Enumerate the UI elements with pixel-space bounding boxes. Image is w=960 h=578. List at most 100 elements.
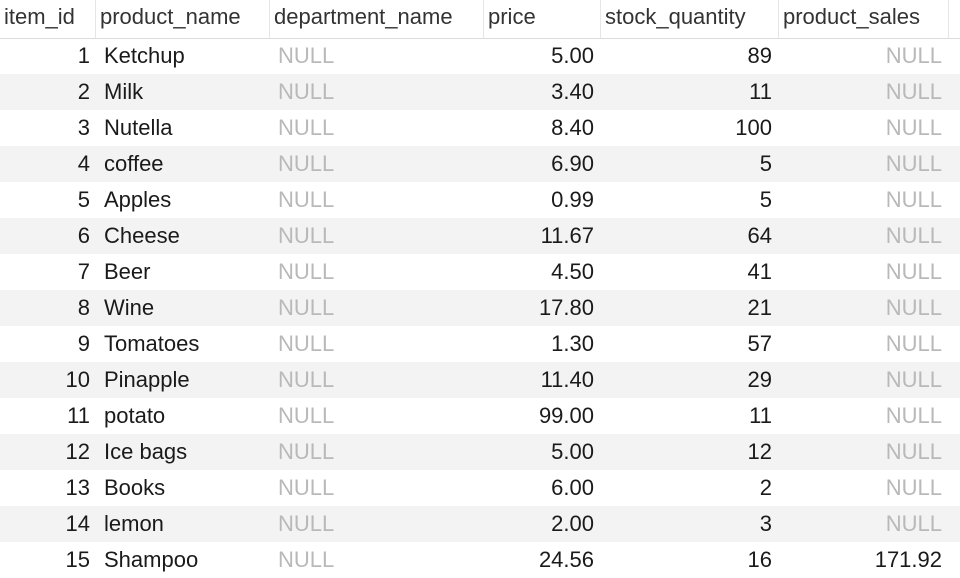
- cell-product-sales[interactable]: NULL: [885, 439, 942, 464]
- table-row[interactable]: 7 Beer NULL 4.50 41 NULL: [0, 254, 960, 290]
- cell-product-sales[interactable]: NULL: [885, 151, 942, 176]
- table-row[interactable]: 2 Milk NULL 3.40 11 NULL: [0, 74, 960, 110]
- cell-price[interactable]: 5.00: [551, 43, 594, 68]
- cell-item-id[interactable]: 4: [77, 151, 90, 176]
- cell-price[interactable]: 5.00: [551, 439, 594, 464]
- cell-item-id[interactable]: 6: [77, 223, 90, 248]
- cell-product-name[interactable]: Nutella: [104, 115, 173, 140]
- cell-department-name[interactable]: NULL: [278, 43, 335, 68]
- cell-price[interactable]: 24.56: [538, 547, 594, 572]
- cell-product-name[interactable]: Ice bags: [104, 439, 188, 464]
- cell-stock-quantity[interactable]: 12: [747, 439, 772, 464]
- cell-item-id[interactable]: 1: [77, 43, 90, 68]
- cell-price[interactable]: 3.40: [551, 79, 594, 104]
- table-row[interactable]: 14 lemon NULL 2.00 3 NULL: [0, 506, 960, 542]
- cell-product-sales[interactable]: NULL: [885, 511, 942, 536]
- cell-product-name[interactable]: Shampoo: [104, 547, 199, 572]
- cell-department-name[interactable]: NULL: [278, 259, 335, 284]
- cell-stock-quantity[interactable]: 29: [747, 367, 772, 392]
- cell-price[interactable]: 4.50: [551, 259, 594, 284]
- cell-product-sales[interactable]: NULL: [885, 295, 942, 320]
- table-row[interactable]: 6 Cheese NULL 11.67 64 NULL: [0, 218, 960, 254]
- cell-department-name[interactable]: NULL: [278, 115, 335, 140]
- cell-stock-quantity[interactable]: 16: [747, 547, 772, 572]
- cell-department-name[interactable]: NULL: [278, 403, 335, 428]
- table-row[interactable]: 5 Apples NULL 0.99 5 NULL: [0, 182, 960, 218]
- table-row[interactable]: 4 coffee NULL 6.90 5 NULL: [0, 146, 960, 182]
- cell-department-name[interactable]: NULL: [278, 295, 335, 320]
- cell-price[interactable]: 6.00: [551, 475, 594, 500]
- cell-department-name[interactable]: NULL: [278, 79, 335, 104]
- cell-product-sales[interactable]: NULL: [885, 403, 942, 428]
- table-row[interactable]: 13 Books NULL 6.00 2 NULL: [0, 470, 960, 506]
- cell-department-name[interactable]: NULL: [278, 223, 335, 248]
- cell-product-sales[interactable]: NULL: [885, 475, 942, 500]
- cell-price[interactable]: 17.80: [538, 295, 594, 320]
- cell-stock-quantity[interactable]: 5: [759, 187, 772, 212]
- table-row[interactable]: 10 Pinapple NULL 11.40 29 NULL: [0, 362, 960, 398]
- cell-stock-quantity[interactable]: 11: [749, 79, 772, 104]
- cell-product-sales[interactable]: 171.92: [874, 547, 942, 572]
- cell-stock-quantity[interactable]: 11: [749, 403, 772, 428]
- cell-product-sales[interactable]: NULL: [885, 259, 942, 284]
- cell-price[interactable]: 99.00: [538, 403, 594, 428]
- column-header-price[interactable]: price: [484, 0, 601, 38]
- cell-price[interactable]: 6.90: [551, 151, 594, 176]
- cell-department-name[interactable]: NULL: [278, 511, 335, 536]
- table-row[interactable]: 1 Ketchup NULL 5.00 89 NULL: [0, 38, 960, 74]
- cell-product-sales[interactable]: NULL: [885, 79, 942, 104]
- column-header-item-id[interactable]: item_id: [0, 0, 96, 38]
- cell-product-name[interactable]: coffee: [104, 151, 164, 176]
- cell-department-name[interactable]: NULL: [278, 475, 335, 500]
- cell-product-name[interactable]: Milk: [104, 79, 144, 104]
- column-header-product-name[interactable]: product_name: [96, 0, 270, 38]
- cell-product-name[interactable]: Wine: [104, 295, 155, 320]
- cell-item-id[interactable]: 2: [77, 79, 90, 104]
- cell-stock-quantity[interactable]: 64: [747, 223, 772, 248]
- table-row[interactable]: 3 Nutella NULL 8.40 100 NULL: [0, 110, 960, 146]
- column-header-product-sales[interactable]: product_sales: [779, 0, 949, 38]
- cell-price[interactable]: 1.30: [551, 331, 594, 356]
- cell-product-name[interactable]: potato: [104, 403, 166, 428]
- cell-item-id[interactable]: 8: [77, 295, 90, 320]
- cell-department-name[interactable]: NULL: [278, 367, 335, 392]
- cell-department-name[interactable]: NULL: [278, 439, 335, 464]
- cell-item-id[interactable]: 14: [65, 511, 90, 536]
- cell-item-id[interactable]: 5: [77, 187, 90, 212]
- cell-stock-quantity[interactable]: 21: [747, 295, 772, 320]
- table-row[interactable]: 11 potato NULL 99.00 11 NULL: [0, 398, 960, 434]
- cell-price[interactable]: 11.40: [540, 367, 594, 392]
- cell-product-name[interactable]: Cheese: [104, 223, 180, 248]
- table-row[interactable]: 15 Shampoo NULL 24.56 16 171.92: [0, 542, 960, 578]
- cell-item-id[interactable]: 15: [65, 547, 90, 572]
- cell-product-name[interactable]: lemon: [104, 511, 164, 536]
- cell-stock-quantity[interactable]: 2: [759, 475, 772, 500]
- cell-product-sales[interactable]: NULL: [885, 223, 942, 248]
- cell-product-name[interactable]: Tomatoes: [104, 331, 200, 356]
- cell-price[interactable]: 2.00: [551, 511, 594, 536]
- cell-item-id[interactable]: 11: [67, 403, 90, 428]
- cell-product-sales[interactable]: NULL: [885, 115, 942, 140]
- cell-item-id[interactable]: 10: [65, 367, 90, 392]
- cell-stock-quantity[interactable]: 89: [747, 43, 772, 68]
- cell-item-id[interactable]: 9: [77, 331, 90, 356]
- cell-product-sales[interactable]: NULL: [885, 187, 942, 212]
- cell-product-name[interactable]: Pinapple: [104, 367, 190, 392]
- cell-stock-quantity[interactable]: 5: [759, 151, 772, 176]
- cell-price[interactable]: 11.67: [540, 223, 594, 248]
- cell-product-sales[interactable]: NULL: [885, 43, 942, 68]
- cell-price[interactable]: 8.40: [551, 115, 594, 140]
- cell-stock-quantity[interactable]: 41: [747, 259, 772, 284]
- cell-item-id[interactable]: 12: [65, 439, 90, 464]
- cell-department-name[interactable]: NULL: [278, 331, 335, 356]
- cell-stock-quantity[interactable]: 100: [735, 115, 772, 140]
- cell-item-id[interactable]: 13: [65, 475, 90, 500]
- cell-department-name[interactable]: NULL: [278, 547, 335, 572]
- cell-product-name[interactable]: Beer: [104, 259, 151, 284]
- cell-department-name[interactable]: NULL: [278, 187, 335, 212]
- cell-stock-quantity[interactable]: 57: [747, 331, 772, 356]
- table-row[interactable]: 8 Wine NULL 17.80 21 NULL: [0, 290, 960, 326]
- cell-stock-quantity[interactable]: 3: [759, 511, 772, 536]
- table-row[interactable]: 9 Tomatoes NULL 1.30 57 NULL: [0, 326, 960, 362]
- cell-product-name[interactable]: Books: [104, 475, 166, 500]
